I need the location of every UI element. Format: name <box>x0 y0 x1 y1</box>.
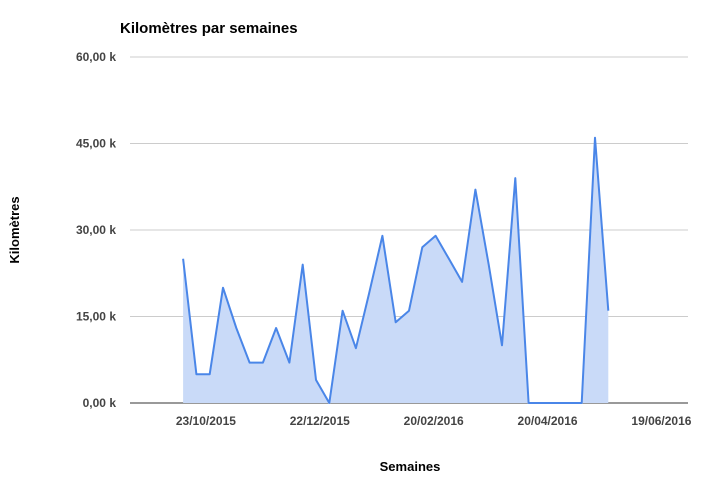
x-tick-label: 19/06/2016 <box>631 414 691 428</box>
x-tick-label: 20/04/2016 <box>518 414 578 428</box>
y-tick-label: 15,00 k <box>76 310 116 324</box>
y-axis-ticks: 0,00 k 15,00 k 30,00 k 45,00 k 60,00 k <box>76 50 116 410</box>
y-tick-label: 60,00 k <box>76 50 116 64</box>
series-area <box>182 136 610 404</box>
series-area-fill <box>183 137 609 403</box>
y-tick-label: 45,00 k <box>76 137 116 151</box>
y-axis-title: Kilomètres <box>7 196 22 263</box>
x-axis-title: Semaines <box>380 459 441 474</box>
x-tick-label: 23/10/2015 <box>176 414 236 428</box>
x-axis-ticks: 23/10/2015 22/12/2015 20/02/2016 20/04/2016… <box>176 414 692 428</box>
series-line <box>182 136 610 404</box>
x-tick-label: 20/02/2016 <box>404 414 464 428</box>
chart-title: Kilomètres par semaines <box>120 20 298 37</box>
y-tick-label: 0,00 k <box>83 396 117 410</box>
y-tick-label: 30,00 k <box>76 223 116 237</box>
x-tick-label: 22/12/2015 <box>290 414 350 428</box>
